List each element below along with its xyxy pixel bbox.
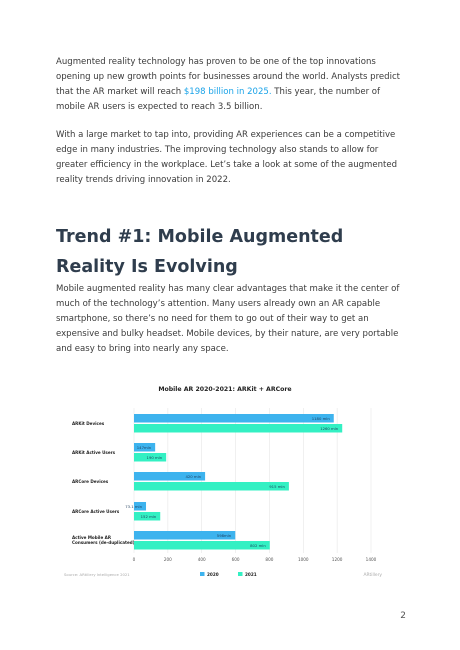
chart-figure: Mobile AR 2020-2021: ARKit + ARCore 0 200…: [60, 380, 390, 580]
bar-2021: [134, 512, 161, 521]
x-tick-label: 0: [133, 557, 136, 562]
x-tick-label: 1200: [332, 557, 343, 562]
bar-value-label: 420 mln: [185, 474, 201, 479]
bar-2020: [134, 414, 334, 423]
bar-2020: [134, 531, 236, 540]
category-label: ARKit Devices: [72, 421, 105, 426]
legend-label: 2021: [245, 572, 257, 577]
category-label: ARKit Active Users: [72, 450, 116, 455]
legend-label: 2020: [207, 572, 219, 577]
page-number: 2: [400, 611, 406, 621]
bar-value-label: 1180 mln: [312, 416, 331, 421]
chart-brand-logo: ARtillery: [363, 572, 382, 578]
section-body: Mobile augmented reality has many clear …: [56, 284, 400, 354]
category-label-cont: Consumers (de-duplicated): [72, 540, 135, 545]
bar-2020: [134, 502, 147, 511]
chart-svg: 0 200 400 600 800 1000 1200 1400 ARKit Devices AR…: [64, 408, 382, 578]
bar-2020: [134, 472, 206, 481]
intro-paragraph-2: With a large market to tap into, providi…: [56, 130, 398, 185]
category-label: Active Mobile AR: [72, 535, 112, 540]
intro-text-after: This year, the number of mobile AR users…: [56, 87, 381, 112]
bar-value-label: 147mln: [137, 445, 152, 450]
chart-title: Mobile AR 2020-2021: ARKit + ARCore: [158, 386, 292, 393]
intro-paragraph-1: Augmented reality technology has proven …: [56, 55, 408, 115]
x-tick-label: 800: [265, 557, 273, 562]
bar-value-label: 190 mln: [147, 455, 163, 460]
bar-value-label: 802 mln: [250, 543, 266, 548]
bar-2021: [134, 482, 289, 491]
bar-value-label: 152 mln: [141, 514, 157, 519]
legend-swatch-2020: [200, 572, 205, 576]
bar-value-label: 915 mln: [269, 484, 285, 489]
x-tick-label: 600: [232, 557, 240, 562]
x-tick-label: 200: [164, 557, 172, 562]
bar-2021: [134, 453, 167, 462]
chart-source: Source: ARtillery Intelligence 2021: [64, 572, 130, 577]
intro-text-before: Augmented reality technology has proven …: [56, 57, 401, 97]
x-tick-label: 1000: [298, 557, 309, 562]
market-link[interactable]: $198 billion in 2025.: [183, 87, 272, 97]
category-label: ARCore Active Users: [72, 509, 120, 514]
section-heading: Trend #1: Mobile Augmented Reality Is Ev…: [56, 227, 344, 277]
bar-2020: [134, 443, 156, 452]
bar-2021: [134, 424, 343, 433]
category-label: ARCore Devices: [72, 479, 109, 484]
bar-value-label: 598mln: [217, 533, 232, 538]
legend-swatch-2021: [238, 572, 243, 576]
bar-2021: [134, 541, 270, 550]
bar-value-label: 73.1 mln: [125, 504, 142, 509]
bar-value-label: 1260 mln: [320, 426, 339, 431]
x-tick-label: 1400: [366, 557, 377, 562]
x-tick-label: 400: [198, 557, 206, 562]
